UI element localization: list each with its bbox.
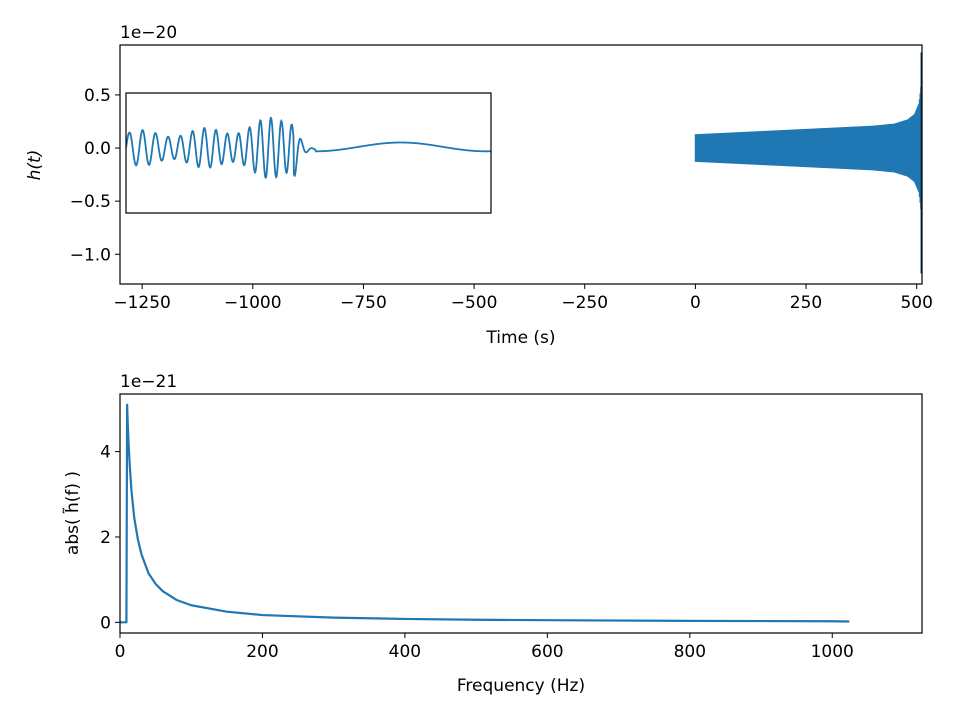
frequency-y-axis-label: abs( h̃(f) )	[62, 471, 83, 555]
strain-series	[694, 70, 922, 226]
time-x-tick-label: 250	[790, 293, 822, 313]
frequency-y-offset-text: 1e−21	[120, 372, 177, 392]
inset-plot-area	[126, 116, 491, 179]
frequency-x-tick-label: 0	[115, 642, 126, 662]
time-x-tick-label: 0	[690, 293, 701, 313]
frequency-x-axis-label: Frequency (Hz)	[457, 676, 585, 696]
time-x-tick-label: −250	[561, 293, 608, 313]
frequency-y-tick-label: 0	[100, 613, 111, 633]
inset-frame	[125, 92, 492, 214]
frequency-axes-frame	[119, 393, 923, 634]
time-y-tick-label: −0.5	[70, 192, 111, 212]
frequency-x-tick-label: 800	[674, 642, 706, 662]
time-x-tick-label: −1250	[113, 293, 171, 313]
time-x-tick-label: −1000	[224, 293, 282, 313]
frequency-y-ticks: 0 2 4	[100, 443, 120, 633]
merger-inset	[125, 92, 492, 214]
inset-background	[126, 93, 491, 213]
frequency-x-tick-label: 400	[389, 642, 421, 662]
time-x-tick-label: −500	[451, 293, 498, 313]
time-y-tick-label: 0.5	[84, 86, 111, 106]
frequency-plot-area	[120, 403, 850, 624]
time-y-ticks: 0.5 0.0 −0.5 −1.0	[70, 86, 120, 265]
inset-waveform	[126, 116, 491, 179]
frequency-y-tick-label: 2	[100, 528, 111, 548]
frequency-x-ticks: 0 200 400 600 800 1000	[115, 633, 854, 662]
frequency-x-tick-label: 600	[531, 642, 563, 662]
amplitude-series	[120, 403, 850, 624]
time-series-panel: −1250 −1000 −750 −500 −250 0 250 500 0.5 0.0 −0.5…	[25, 23, 933, 348]
time-x-tick-label: 500	[900, 293, 932, 313]
time-x-tick-label: −750	[340, 293, 387, 313]
frequency-panel: 0 200 400 600 800 1000 0 2 4 1e−21 Frequency (H…	[62, 372, 923, 696]
time-x-ticks: −1250 −1000 −750 −500 −250 0 250 500	[113, 284, 933, 313]
time-y-offset-text: 1e−20	[120, 23, 177, 43]
frequency-x-tick-label: 1000	[811, 642, 854, 662]
time-y-tick-label: 0.0	[84, 139, 111, 159]
time-y-tick-label: −1.0	[70, 245, 111, 265]
time-y-axis-label: h(t)	[25, 150, 45, 181]
frequency-x-tick-label: 200	[246, 642, 278, 662]
time-x-axis-label: Time (s)	[485, 328, 555, 348]
frequency-y-tick-label: 4	[100, 443, 111, 463]
time-series-axes-frame	[119, 44, 923, 285]
